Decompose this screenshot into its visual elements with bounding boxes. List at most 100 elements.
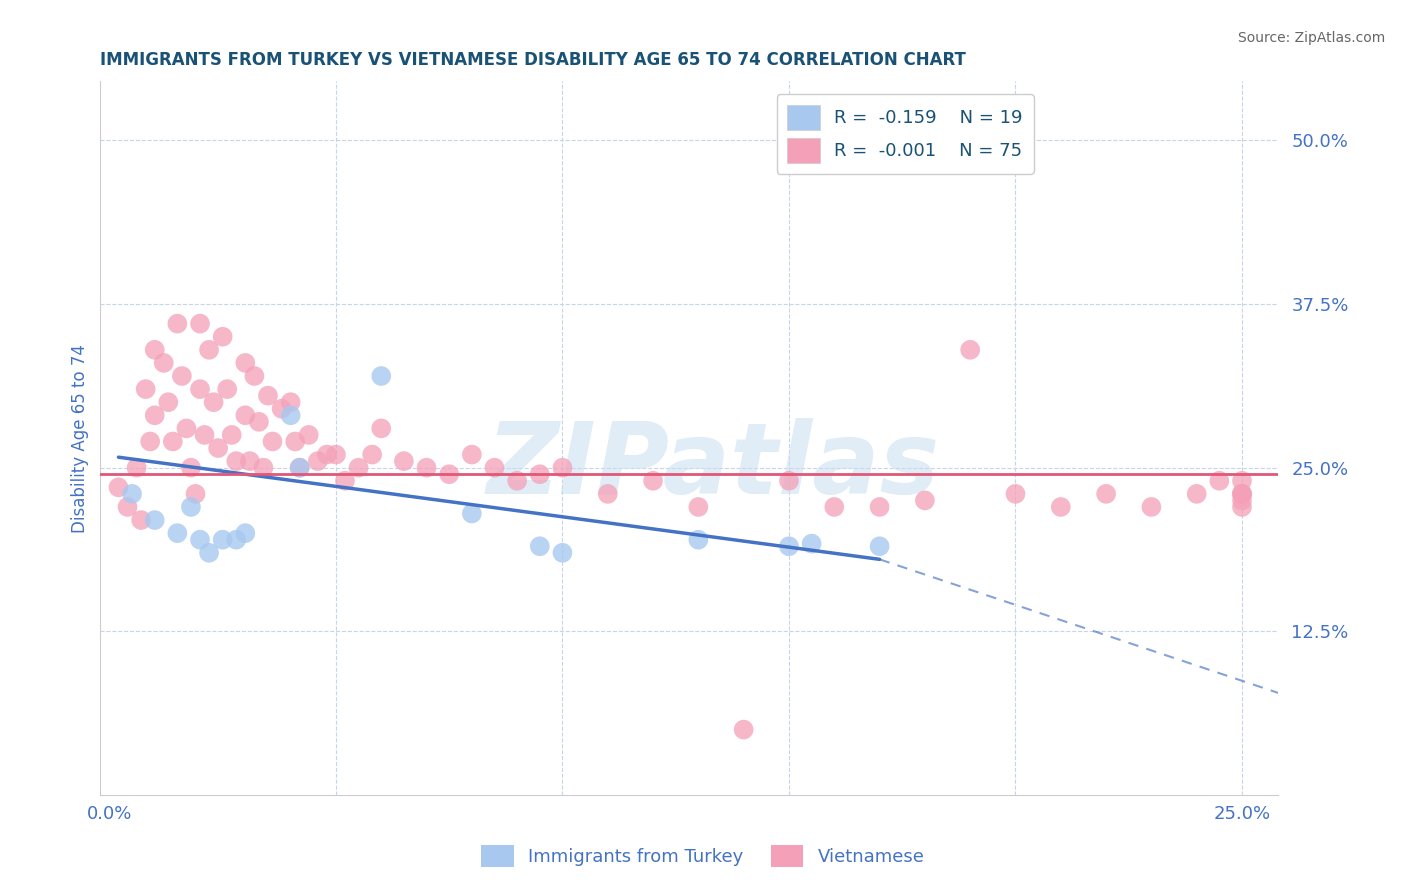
Point (1095, 487, 1118, 501)
Point (461, 448, 484, 462)
Point (239, 454, 262, 468)
Point (262, 434, 284, 449)
Point (166, 526, 188, 541)
Point (596, 487, 619, 501)
Point (325, 448, 347, 462)
Point (143, 343, 166, 357)
Point (211, 533, 233, 547)
Point (217, 382, 239, 396)
Point (551, 460, 574, 475)
Point (298, 428, 321, 442)
Point (180, 460, 202, 475)
Point (1230, 487, 1253, 501)
Point (202, 395, 225, 409)
Point (176, 421, 198, 435)
Point (361, 448, 384, 462)
Point (484, 460, 506, 475)
Point (641, 474, 664, 488)
Point (551, 546, 574, 560)
Point (284, 434, 307, 449)
Point (1049, 500, 1071, 514)
Point (129, 513, 152, 527)
Point (1004, 487, 1026, 501)
Point (800, 536, 823, 550)
Point (333, 474, 356, 488)
Text: IMMIGRANTS FROM TURKEY VS VIETNAMESE DISABILITY AGE 65 TO 74 CORRELATION CHART: IMMIGRANTS FROM TURKEY VS VIETNAMESE DIS… (100, 51, 966, 69)
Point (529, 467, 551, 482)
Point (778, 474, 800, 488)
Point (437, 467, 460, 482)
Point (170, 369, 193, 384)
Point (225, 454, 247, 468)
Point (1230, 487, 1253, 501)
Point (233, 526, 256, 541)
Point (733, 723, 755, 737)
Point (270, 401, 292, 416)
Point (180, 500, 202, 514)
Point (157, 395, 180, 409)
Point (415, 460, 437, 475)
Point (198, 343, 221, 357)
Point (869, 500, 891, 514)
Legend: R =  -0.159    N = 19, R =  -0.001    N = 75: R = -0.159 N = 19, R = -0.001 N = 75 (776, 94, 1033, 174)
Point (529, 539, 551, 553)
Point (280, 409, 302, 423)
Point (688, 500, 710, 514)
Point (315, 448, 337, 462)
Point (211, 329, 233, 343)
Legend: Immigrants from Turkey, Vietnamese: Immigrants from Turkey, Vietnamese (474, 838, 932, 874)
Point (280, 395, 302, 409)
Point (392, 454, 415, 468)
Y-axis label: Disability Age 65 to 74: Disability Age 65 to 74 (72, 343, 89, 533)
Text: Source: ZipAtlas.com: Source: ZipAtlas.com (1237, 31, 1385, 45)
Point (347, 460, 370, 475)
Point (688, 533, 710, 547)
Point (1230, 493, 1253, 508)
Point (121, 487, 143, 501)
Point (188, 382, 211, 396)
Point (166, 317, 188, 331)
Point (959, 343, 981, 357)
Point (162, 434, 184, 449)
Point (139, 434, 162, 449)
Point (778, 539, 800, 553)
Point (117, 500, 139, 514)
Point (370, 421, 392, 435)
Point (233, 356, 256, 370)
Point (1230, 500, 1253, 514)
Point (188, 317, 211, 331)
Point (107, 480, 129, 494)
Point (288, 460, 311, 475)
Point (307, 454, 329, 468)
Point (233, 409, 256, 423)
Point (198, 546, 221, 560)
Point (1185, 487, 1208, 501)
Point (135, 382, 157, 396)
Point (252, 460, 274, 475)
Point (370, 369, 392, 384)
Point (125, 460, 148, 475)
Point (247, 415, 270, 429)
Point (184, 487, 207, 501)
Point (207, 441, 229, 455)
Point (1208, 474, 1230, 488)
Point (869, 539, 891, 553)
Point (225, 533, 247, 547)
Point (461, 507, 484, 521)
Text: ZIPatlas: ZIPatlas (486, 418, 939, 516)
Point (243, 369, 266, 384)
Point (257, 389, 280, 403)
Point (143, 409, 166, 423)
Point (143, 513, 166, 527)
Point (1230, 474, 1253, 488)
Point (288, 460, 311, 475)
Point (221, 428, 243, 442)
Point (1230, 487, 1253, 501)
Point (193, 428, 215, 442)
Point (823, 500, 845, 514)
Point (914, 493, 936, 508)
Point (188, 533, 211, 547)
Point (506, 474, 529, 488)
Point (152, 356, 174, 370)
Point (1140, 500, 1163, 514)
